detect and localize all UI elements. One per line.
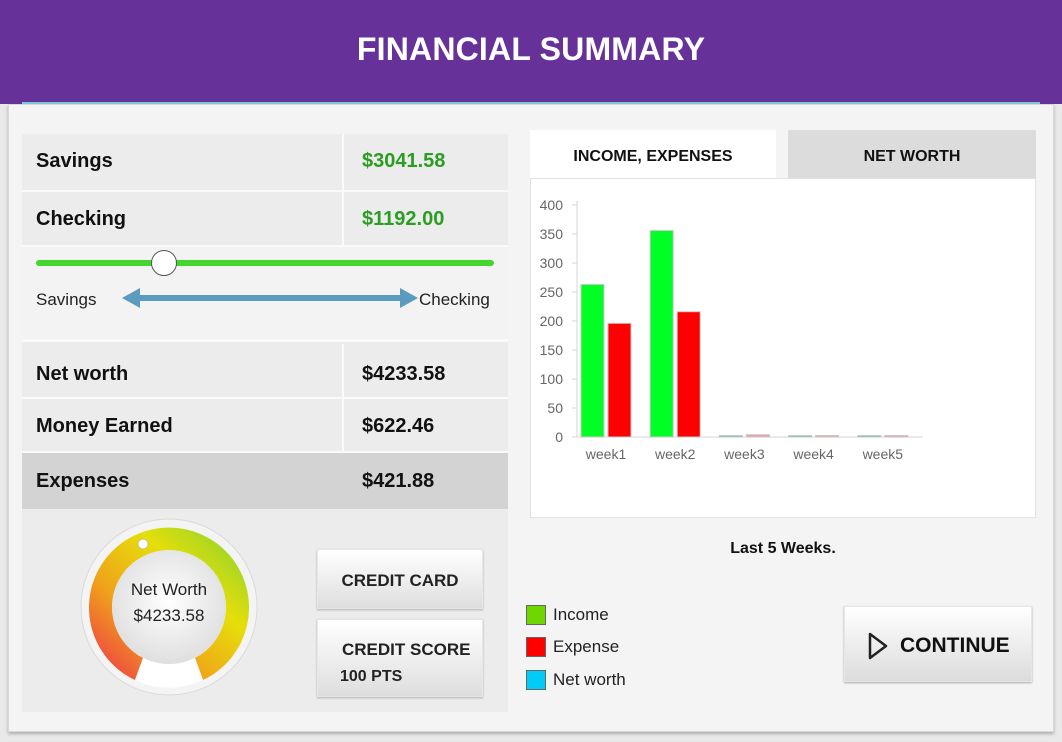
net-worth-label: Net worth xyxy=(36,363,129,385)
bar-expense-week2 xyxy=(676,311,701,438)
page-title: FINANCIAL SUMMARY xyxy=(356,31,706,67)
transfer-slider-track[interactable] xyxy=(36,260,494,266)
transfer-slider-area: Savings Checking xyxy=(22,247,508,342)
chart-caption: Last 5 Weeks. xyxy=(730,540,836,557)
legend-label-net-worth: Net worth xyxy=(553,670,626,689)
legend-swatch-net-worth xyxy=(526,670,546,690)
money-earned-value: $622.46 xyxy=(362,415,435,437)
expenses-value: $421.88 xyxy=(362,470,435,492)
net-worth-value: $4233.58 xyxy=(362,363,446,385)
y-tick-label: 400 xyxy=(540,197,564,213)
x-tick-label: week4 xyxy=(792,446,834,462)
column-divider xyxy=(342,192,344,245)
checking-row: Checking $1192.00 xyxy=(22,192,508,247)
tab-income-expenses[interactable]: INCOME, EXPENSES xyxy=(530,130,776,178)
checking-value: $1192.00 xyxy=(362,208,445,230)
expenses-row: Expenses $421.88 xyxy=(22,453,508,509)
slider-left-label: Savings xyxy=(36,290,97,309)
x-tick-label: week2 xyxy=(654,446,696,462)
gauge-value: $4233.58 xyxy=(134,606,205,625)
bar-income-week3 xyxy=(718,435,743,438)
credit-score-value: 100 PTS xyxy=(340,668,403,685)
credit-score-label: CREDIT SCORE xyxy=(342,640,471,659)
header-divider xyxy=(22,102,1040,104)
bar-chart: 0 50 100 150 200 250 300 350 400 week1 week2 week3 w… xyxy=(540,197,923,462)
page-header: FINANCIAL SUMMARY xyxy=(0,0,1062,104)
bar-income-week5 xyxy=(857,435,882,438)
slider-right-label: Checking xyxy=(419,290,490,309)
y-tick-label: 300 xyxy=(540,255,564,271)
play-icon xyxy=(868,632,888,660)
x-tick-label: week3 xyxy=(723,446,765,462)
gauge-title: Net Worth xyxy=(131,580,207,599)
savings-row: Savings $3041.58 xyxy=(22,134,508,192)
transfer-slider-handle[interactable] xyxy=(151,250,178,276)
column-divider xyxy=(342,399,344,451)
legend-swatch-expense xyxy=(526,637,546,657)
savings-value: $3041.58 xyxy=(362,150,446,172)
income-expense-chart: 0 50 100 150 200 250 300 350 400 week1 week2 week3 w… xyxy=(530,178,1036,518)
legend-swatch-income xyxy=(526,605,546,625)
bar-income-week2 xyxy=(649,230,674,438)
bar-expense-week5 xyxy=(884,435,909,438)
continue-label: CONTINUE xyxy=(900,634,1010,657)
double-arrow-icon xyxy=(122,288,418,308)
y-tick-label: 350 xyxy=(540,226,564,242)
y-tick-label: 150 xyxy=(540,342,564,358)
net-worth-row: Net worth $4233.58 xyxy=(22,344,508,399)
y-tick-label: 200 xyxy=(540,313,564,329)
x-tick-label: week1 xyxy=(585,446,627,462)
y-tick-label: 100 xyxy=(540,371,564,387)
money-earned-label: Money Earned xyxy=(36,415,173,437)
expenses-label: Expenses xyxy=(36,470,130,492)
column-divider xyxy=(342,134,344,190)
bar-income-week1 xyxy=(580,283,605,438)
legend-label-expense: Expense xyxy=(553,637,620,656)
x-tick-label: week5 xyxy=(862,446,904,462)
money-earned-row: Money Earned $622.46 xyxy=(22,399,508,453)
savings-label: Savings xyxy=(36,150,113,172)
credit-score-button[interactable]: CREDIT SCORE 100 PTS xyxy=(317,619,483,697)
bar-income-week4 xyxy=(788,435,813,438)
net-worth-gauge: Net Worth $4233.58 xyxy=(80,518,258,696)
bar-expense-week4 xyxy=(815,435,840,438)
bar-expense-week1 xyxy=(607,322,632,438)
bar-expense-week3 xyxy=(745,434,770,438)
checking-label: Checking xyxy=(36,208,127,230)
continue-button[interactable]: CONTINUE xyxy=(844,606,1032,682)
y-tick-label: 50 xyxy=(547,400,563,416)
tab-net-worth[interactable]: NET WORTH xyxy=(788,130,1036,178)
column-divider xyxy=(342,344,344,397)
credit-card-button[interactable]: CREDIT CARD xyxy=(317,549,483,609)
y-tick-label: 0 xyxy=(555,429,563,445)
gauge-dial: Net Worth $4233.58 xyxy=(80,518,258,696)
legend-label-income: Income xyxy=(553,605,609,624)
y-tick-label: 250 xyxy=(540,284,564,300)
